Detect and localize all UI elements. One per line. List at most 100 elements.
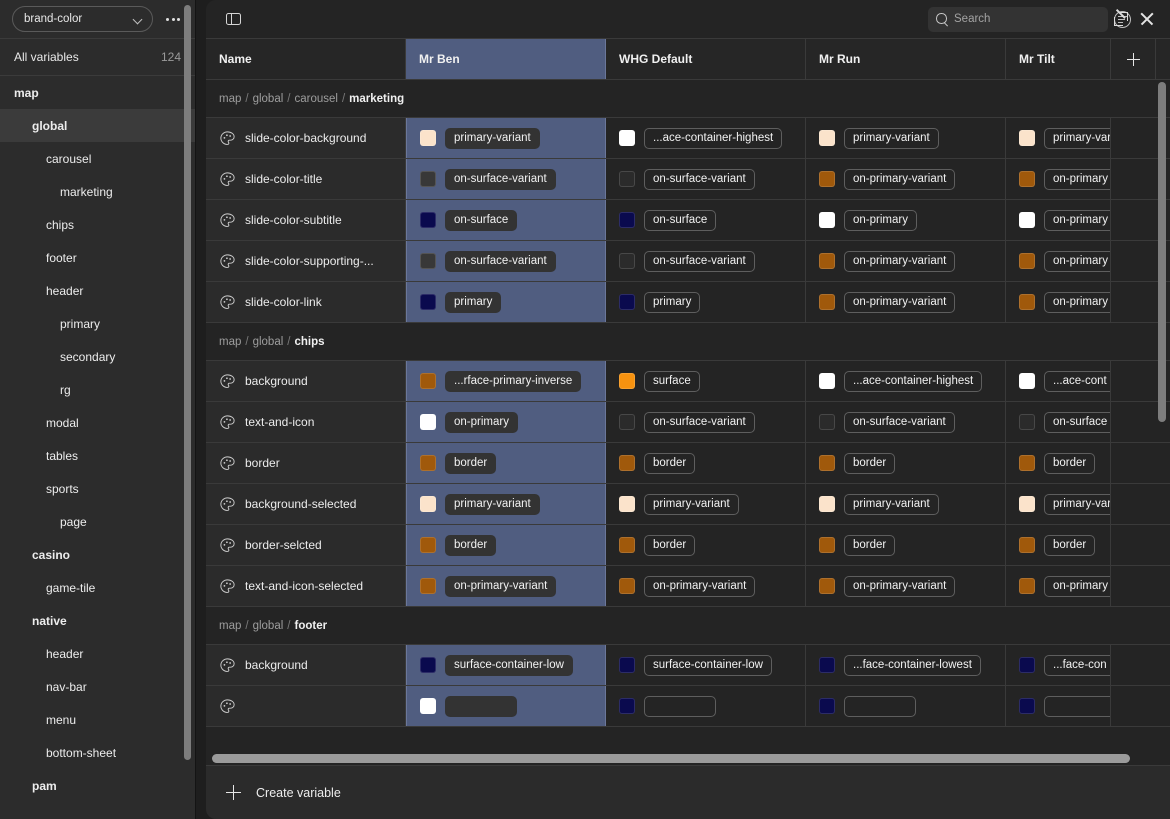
variable-name-cell[interactable]: slide-color-link — [206, 282, 406, 322]
sidebar-item-game-tile[interactable]: game-tile — [0, 571, 195, 604]
table-row[interactable]: border border border border border — [206, 443, 1170, 484]
breadcrumb-segment[interactable]: carousel — [294, 92, 338, 105]
alias-chip[interactable]: on-primary — [1044, 575, 1110, 597]
variable-name-cell[interactable]: slide-color-subtitle — [206, 200, 406, 240]
color-swatch[interactable] — [420, 657, 436, 673]
sidebar-item-native[interactable]: native — [0, 604, 195, 637]
alias-chip[interactable]: primary-variant — [844, 127, 939, 149]
sidebar-item-rg[interactable]: rg — [0, 373, 195, 406]
variable-value-cell-mrrun[interactable]: border — [806, 525, 1006, 565]
alias-chip[interactable]: primary — [644, 291, 701, 313]
sidebar-item-chips[interactable]: chips — [0, 208, 195, 241]
color-swatch[interactable] — [619, 171, 635, 187]
color-swatch[interactable] — [619, 537, 635, 553]
alias-chip[interactable] — [844, 695, 916, 717]
sidebar-item-secondary[interactable]: secondary — [0, 340, 195, 373]
sidebar-scrollbar[interactable] — [184, 5, 191, 760]
color-swatch[interactable] — [420, 496, 436, 512]
color-swatch[interactable] — [1019, 212, 1035, 228]
sidebar-item-map[interactable]: map — [0, 76, 195, 109]
color-swatch[interactable] — [420, 455, 436, 471]
color-swatch[interactable] — [619, 212, 635, 228]
alias-chip[interactable]: surface-container-low — [445, 654, 573, 676]
variable-value-cell-mrben[interactable]: border — [406, 443, 606, 483]
variable-value-cell-whg[interactable]: border — [606, 525, 806, 565]
variable-name-cell[interactable]: background — [206, 361, 406, 401]
variable-name-cell[interactable]: background-selected — [206, 484, 406, 524]
variable-value-cell-mrtilt[interactable]: border — [1006, 525, 1111, 565]
color-swatch[interactable] — [619, 130, 635, 146]
alias-chip[interactable] — [644, 695, 716, 717]
variable-value-cell-mrtilt[interactable]: ...ace-cont — [1006, 361, 1111, 401]
sidebar-item-page[interactable]: page — [0, 505, 195, 538]
alias-chip[interactable] — [445, 695, 517, 717]
color-swatch[interactable] — [819, 414, 835, 430]
variable-value-cell-mrrun[interactable]: on-primary-variant — [806, 282, 1006, 322]
alias-chip[interactable]: border — [445, 534, 497, 556]
table-column-header-name[interactable]: Name — [206, 39, 406, 79]
color-swatch[interactable] — [420, 212, 436, 228]
search-input[interactable] — [954, 13, 1108, 25]
add-mode-button[interactable] — [1111, 39, 1156, 79]
variable-value-cell-whg[interactable]: primary-variant — [606, 484, 806, 524]
alias-chip[interactable]: on-primary-variant — [445, 575, 557, 597]
breadcrumb-segment[interactable]: map — [219, 619, 242, 632]
sidebar-item-carousel[interactable]: carousel — [0, 142, 195, 175]
variable-value-cell-mrrun[interactable]: on-primary — [806, 200, 1006, 240]
sidebar-item-bottom-sheet[interactable]: bottom-sheet — [0, 736, 195, 769]
color-swatch[interactable] — [819, 130, 835, 146]
variable-value-cell-mrtilt[interactable]: on-primary — [1006, 241, 1111, 281]
variable-value-cell-whg[interactable]: on-surface-variant — [606, 241, 806, 281]
color-swatch[interactable] — [420, 373, 436, 389]
color-swatch[interactable] — [819, 698, 835, 714]
variable-value-cell-whg[interactable]: surface-container-low — [606, 645, 806, 685]
color-swatch[interactable] — [619, 496, 635, 512]
sidebar-item-global[interactable]: global — [0, 109, 195, 142]
alias-chip[interactable]: border — [1044, 534, 1096, 556]
alias-chip[interactable]: border — [644, 534, 696, 556]
sidebar-item-menu[interactable]: menu — [0, 703, 195, 736]
table-row[interactable]: border-selcted border border border border — [206, 525, 1170, 566]
variable-value-cell-mrben[interactable]: on-primary-variant — [406, 566, 606, 606]
alias-chip[interactable]: border — [445, 452, 497, 474]
sidebar-item-header[interactable]: header — [0, 274, 195, 307]
variable-value-cell-mrben[interactable]: ...rface-primary-inverse — [406, 361, 606, 401]
alias-chip[interactable]: on-primary-variant — [844, 575, 956, 597]
variable-value-cell-mrtilt[interactable]: primary-vari — [1006, 484, 1111, 524]
variable-name-cell[interactable]: text-and-icon-selected — [206, 566, 406, 606]
alias-chip[interactable]: on-surface — [1044, 411, 1110, 433]
variable-value-cell-mrrun[interactable]: on-primary-variant — [806, 159, 1006, 199]
sidebar-item-modal[interactable]: modal — [0, 406, 195, 439]
variable-value-cell-whg[interactable] — [606, 686, 806, 726]
table-row[interactable]: slide-color-background primary-variant...… — [206, 118, 1170, 159]
variable-value-cell-mrrun[interactable]: ...face-container-lowest — [806, 645, 1006, 685]
alias-chip[interactable]: on-surface-variant — [844, 411, 955, 433]
breadcrumb-segment[interactable]: global — [252, 335, 284, 348]
variable-value-cell-mrtilt[interactable]: on-primary — [1006, 159, 1111, 199]
alias-chip[interactable]: on-surface-variant — [644, 411, 755, 433]
alias-chip[interactable]: on-primary — [1044, 168, 1110, 190]
variable-value-cell-mrtilt[interactable]: on-primary — [1006, 566, 1111, 606]
variable-value-cell-mrrun[interactable]: primary-variant — [806, 484, 1006, 524]
alias-chip[interactable]: primary — [445, 291, 502, 313]
variable-value-cell-mrtilt[interactable]: primary-vari — [1006, 118, 1111, 158]
variable-name-cell[interactable]: slide-color-background — [206, 118, 406, 158]
color-swatch[interactable] — [1019, 253, 1035, 269]
alias-chip[interactable]: primary-variant — [445, 493, 540, 515]
alias-chip[interactable] — [1044, 695, 1110, 717]
alias-chip[interactable]: primary-vari — [1044, 127, 1110, 149]
sidebar-item-pam[interactable]: pam — [0, 769, 195, 802]
color-swatch[interactable] — [420, 578, 436, 594]
alias-chip[interactable]: ...rface-primary-inverse — [445, 370, 582, 392]
alias-chip[interactable]: on-primary-variant — [644, 575, 756, 597]
color-swatch[interactable] — [420, 537, 436, 553]
search-box[interactable] — [928, 6, 1131, 32]
alias-chip[interactable]: on-primary — [1044, 291, 1110, 313]
alias-chip[interactable]: ...face-con — [1044, 654, 1110, 676]
alias-chip[interactable]: primary-vari — [1044, 493, 1110, 515]
color-swatch[interactable] — [619, 414, 635, 430]
alias-chip[interactable]: on-primary — [1044, 250, 1110, 272]
variable-value-cell-mrben[interactable]: primary — [406, 282, 606, 322]
color-swatch[interactable] — [1019, 171, 1035, 187]
variable-name-cell[interactable] — [206, 686, 406, 726]
